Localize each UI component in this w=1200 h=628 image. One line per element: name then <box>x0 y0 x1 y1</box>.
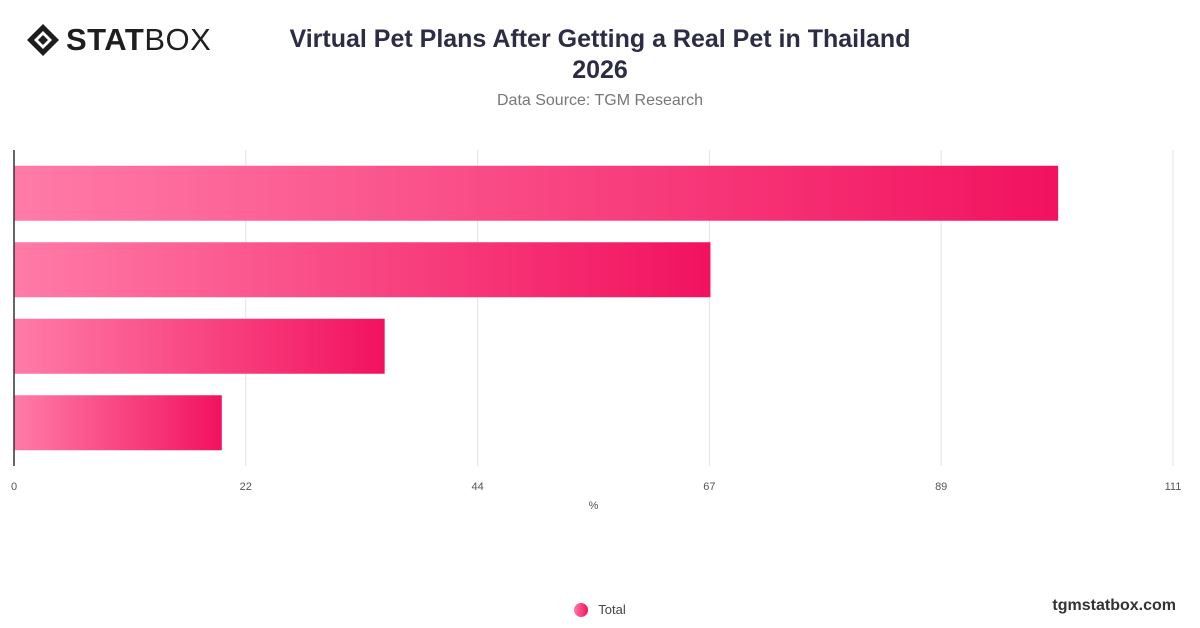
chart-legend[interactable]: Total <box>0 602 1200 617</box>
statbox-logo: STATBOX <box>26 22 211 58</box>
statbox-diamond-icon <box>27 24 59 56</box>
legend-swatch <box>574 602 589 617</box>
chart-subtitle: Data Source: TGM Research <box>496 92 703 109</box>
x-tick-label: 89 <box>935 481 947 493</box>
chart-title: Virtual Pet Plans After Getting a Real P… <box>250 24 950 86</box>
x-tick-label: 44 <box>471 481 483 493</box>
logo-stat-text: STAT <box>66 22 145 57</box>
x-tick-label: 22 <box>240 481 252 493</box>
bar <box>14 165 1059 221</box>
chart-title-line-2: 2026 <box>572 56 628 84</box>
website-label: tgmstatbox.com <box>1052 597 1176 614</box>
bar <box>14 318 385 374</box>
x-tick-label: 111 <box>1165 481 1182 493</box>
bar <box>14 242 711 298</box>
chart-title-line-1: Virtual Pet Plans After Getting a Real P… <box>289 25 911 53</box>
bar <box>14 395 222 451</box>
x-tick-label: 67 <box>703 481 715 493</box>
logo-box-text: BOX <box>144 22 212 57</box>
x-axis-label: % <box>589 500 599 512</box>
x-tick-label: 0 <box>11 481 17 493</box>
logo-wordmark: STATBOX <box>66 22 211 58</box>
legend-label: Total <box>598 602 626 617</box>
